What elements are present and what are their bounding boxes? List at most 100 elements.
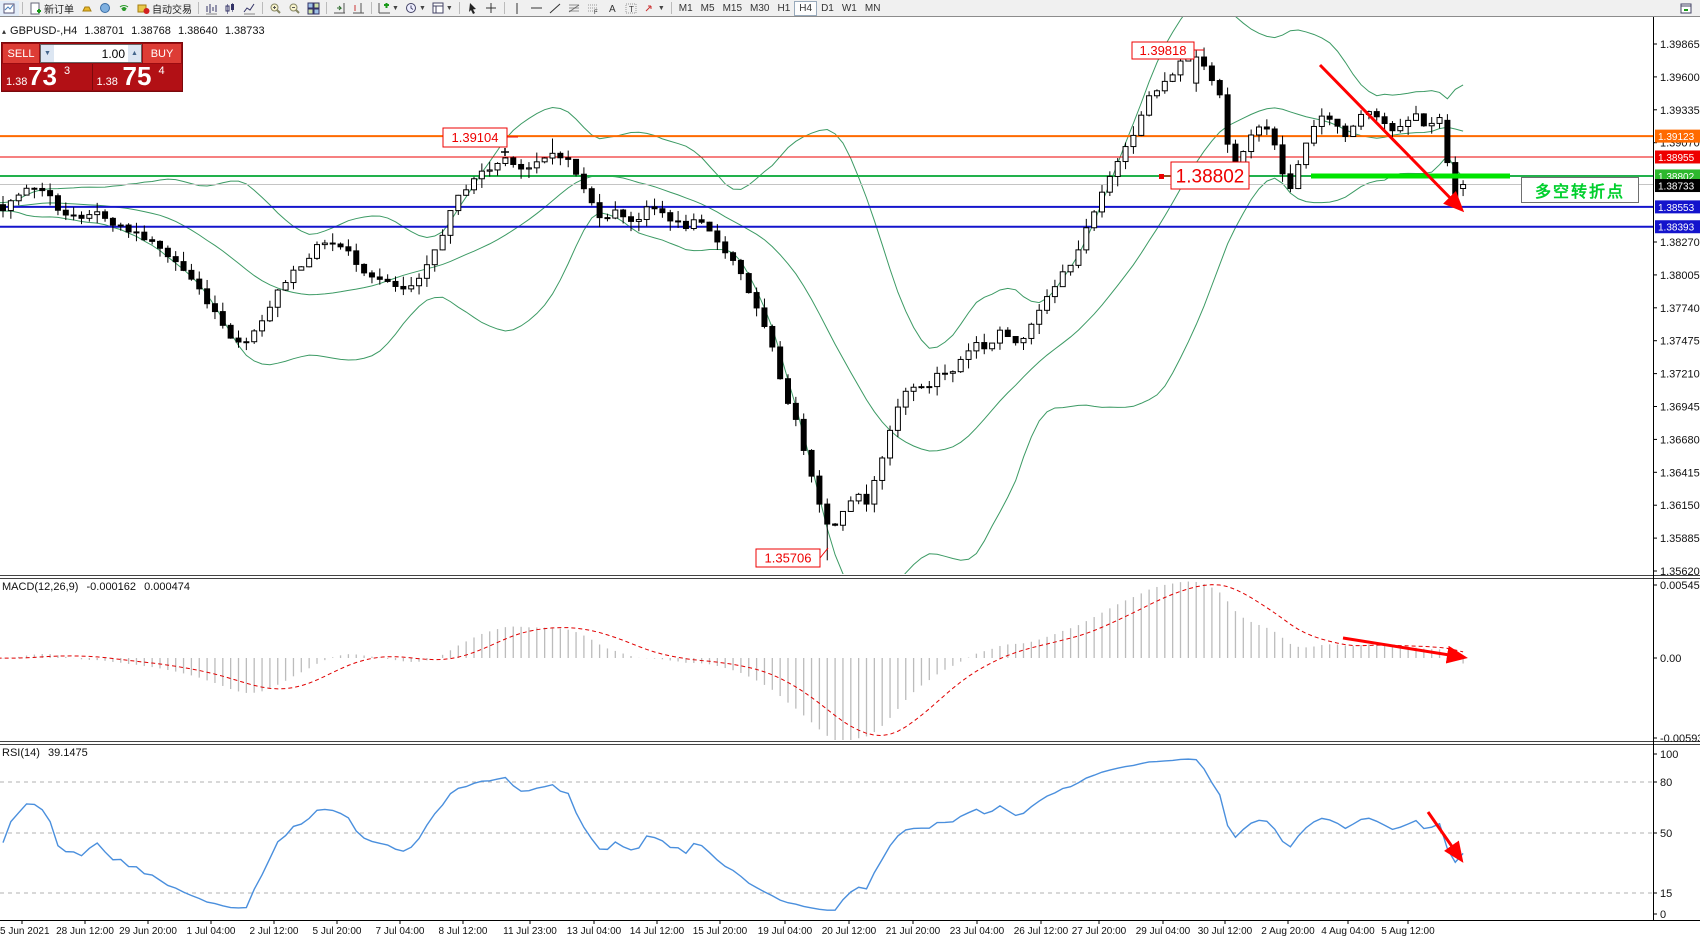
template-button[interactable]: ▼ xyxy=(429,1,456,16)
fibo-icon[interactable] xyxy=(565,1,584,16)
price-tag-1.38553: 1.38553 xyxy=(1655,200,1700,214)
volume-down-button[interactable]: ▼ xyxy=(41,45,54,62)
buy-price-small: 1.38 xyxy=(96,76,118,88)
timeframe-button-M30[interactable]: M30 xyxy=(750,2,770,14)
svg-text:1.39123: 1.39123 xyxy=(1658,132,1695,143)
macd-value-signal: 0.000474 xyxy=(144,581,190,593)
volume-field[interactable]: 1.00 xyxy=(54,45,128,62)
hline-icon[interactable] xyxy=(527,1,546,16)
timeframe-button-MN[interactable]: MN xyxy=(864,2,881,14)
shift-end-icon[interactable] xyxy=(330,1,349,16)
timeframe-button-D1[interactable]: D1 xyxy=(821,2,834,14)
time-label: 23 Jul 04:00 xyxy=(950,926,1005,937)
fibo-grid-icon[interactable]: F xyxy=(584,1,603,16)
price-tag-1.38393: 1.38393 xyxy=(1655,220,1700,234)
time-axis[interactable]: 25 Jun 2021 28 Jun 12:00 29 Jun 20:00 1 Jul… xyxy=(0,921,1435,937)
time-label: 21 Jul 20:00 xyxy=(886,926,941,937)
timeframe-button-W1[interactable]: W1 xyxy=(841,2,857,14)
new-order-button[interactable]: 新订单 xyxy=(26,1,77,16)
buy-button[interactable]: BUY xyxy=(143,44,181,63)
shift-offset-icon[interactable] xyxy=(349,1,368,16)
trend-arrow-2[interactable] xyxy=(1342,636,1468,664)
macd-tick: 0.00 xyxy=(1660,653,1681,665)
svg-text:1.38802: 1.38802 xyxy=(1658,172,1695,183)
arrows-button[interactable]: ▼ xyxy=(641,1,668,16)
cursor-icon[interactable] xyxy=(463,1,482,16)
buy-price-tile[interactable]: 1.38 75 4 xyxy=(92,61,182,91)
timeframe-button-H1[interactable]: H1 xyxy=(777,2,791,14)
time-label: 7 Jul 04:00 xyxy=(376,926,425,937)
timeframe-button-M1[interactable]: M1 xyxy=(678,2,693,14)
price-tick: 1.37740 xyxy=(1660,303,1700,315)
svg-text:T: T xyxy=(629,5,634,14)
time-label: 13 Jul 04:00 xyxy=(567,926,622,937)
price-tick: 1.39335 xyxy=(1660,105,1700,117)
timeframe-button-H4[interactable]: H4 xyxy=(794,0,818,16)
macd-signal-line xyxy=(0,584,1464,737)
label-icon[interactable]: T xyxy=(622,1,641,16)
crosshair-icon[interactable] xyxy=(482,1,501,16)
time-label: 2 Jul 12:00 xyxy=(250,926,299,937)
svg-text:1.39104: 1.39104 xyxy=(452,130,499,145)
new-window-icon[interactable] xyxy=(1677,1,1696,16)
chart-window-icon[interactable] xyxy=(0,0,19,16)
price-tag-1.38733: 1.38733 xyxy=(1655,179,1700,193)
vline-icon[interactable] xyxy=(508,1,527,16)
timeframe-button-M15[interactable]: M15 xyxy=(722,2,743,14)
note-annotation[interactable]: 多空转折点 xyxy=(1521,177,1639,203)
community-icon[interactable] xyxy=(96,1,115,16)
toolbar-separator xyxy=(262,2,263,14)
macd-label: MACD(12,26,9) -0.000162 0.000474 xyxy=(2,581,195,593)
candle-chart-icon[interactable] xyxy=(221,1,240,16)
indicators-button[interactable]: ▼ xyxy=(375,1,402,16)
styler-icon[interactable] xyxy=(77,1,96,16)
one-click-trade-panel: SELL ▼ 1.00 ▲ BUY 1.38 73 3 1.38 75 4 xyxy=(1,42,183,92)
price-callout-1.39818[interactable]: 1.39818 xyxy=(1131,41,1204,60)
buy-price-big: 75 xyxy=(122,61,152,91)
zoom-in-icon[interactable] xyxy=(266,1,285,16)
rsi-tick: 80 xyxy=(1660,777,1672,789)
line-chart-icon[interactable] xyxy=(240,1,259,16)
cross-marker[interactable] xyxy=(501,148,509,156)
trendline-icon[interactable] xyxy=(546,1,565,16)
price-callout-1.35706[interactable]: 1.35706 xyxy=(755,547,829,568)
quote-open: 1.38701 xyxy=(84,25,125,37)
volume-up-button[interactable]: ▲ xyxy=(128,45,141,62)
bar-chart-icon[interactable] xyxy=(202,1,221,16)
toolbar-separator xyxy=(670,2,672,14)
price-tick: 1.36415 xyxy=(1660,467,1700,479)
main-toolbar: 新订单 自动交易 ▼ ▼ ▼ F A T ▼ M1 M5 M15 M30 H1 H4 D1 W1 MN xyxy=(0,0,1700,17)
price-axis[interactable]: 1.398651.396001.393351.390701.382701.380… xyxy=(1653,39,1700,921)
price-tick: 1.38270 xyxy=(1660,237,1700,249)
hline-handle[interactable] xyxy=(1159,174,1164,179)
tile-windows-icon[interactable] xyxy=(304,1,323,16)
zoom-out-icon[interactable] xyxy=(285,1,304,16)
periods-button[interactable]: ▼ xyxy=(402,1,429,16)
svg-text:F: F xyxy=(594,10,598,15)
price-callout-1.38802[interactable]: 1.38802 xyxy=(1163,161,1250,190)
price-tick: 1.36150 xyxy=(1660,500,1700,512)
svg-text:1.38802: 1.38802 xyxy=(1176,166,1245,187)
macd-tick: 0.005455 xyxy=(1660,580,1700,592)
price-tick: 1.38005 xyxy=(1660,270,1700,282)
sell-button[interactable]: SELL xyxy=(3,44,39,63)
time-label: 2 Aug 20:00 xyxy=(1261,926,1315,937)
time-label: 11 Jul 23:00 xyxy=(503,926,557,937)
signal-icon[interactable] xyxy=(115,1,134,16)
price-tag-1.38955: 1.38955 xyxy=(1655,150,1700,164)
rsi-value: 39.1475 xyxy=(47,747,88,759)
trend-arrow-1[interactable] xyxy=(1318,63,1465,213)
autotrade-button[interactable]: 自动交易 xyxy=(134,1,195,16)
sell-price-tile[interactable]: 1.38 73 3 xyxy=(2,61,93,91)
price-tick: 1.36945 xyxy=(1660,402,1700,414)
timeframe-button-M5[interactable]: M5 xyxy=(700,2,715,14)
price-callout-1.39104[interactable]: 1.39104 xyxy=(442,127,518,148)
text-icon[interactable]: A xyxy=(603,1,622,16)
time-label: 29 Jul 04:00 xyxy=(1136,926,1191,937)
rsi-tick: 100 xyxy=(1660,749,1678,761)
time-label: 1 Jul 04:00 xyxy=(187,926,236,937)
toolbar-separator xyxy=(198,2,199,14)
trend-arrow-3[interactable] xyxy=(1426,811,1464,863)
buy-price-sup: 4 xyxy=(158,65,165,77)
